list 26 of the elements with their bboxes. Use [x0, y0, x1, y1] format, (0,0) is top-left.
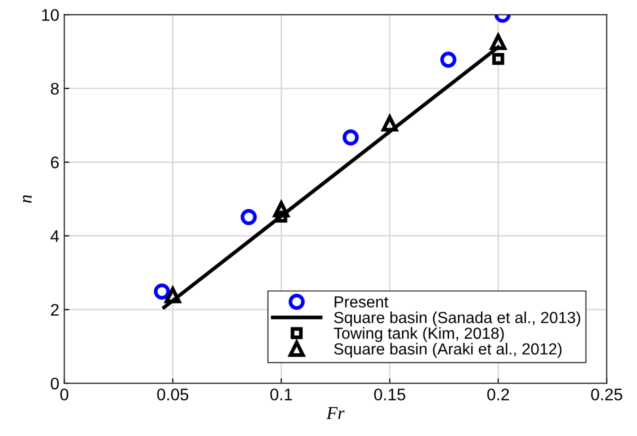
x-tick-label: 0 — [60, 388, 68, 400]
point — [154, 283, 170, 300]
y-tick-label: 8 — [50, 82, 59, 95]
y-tick-label: 2 — [51, 304, 59, 316]
x-tick-label: 0.05 — [157, 388, 188, 400]
point — [492, 52, 504, 65]
point — [490, 34, 506, 50]
y-axis-title: n — [22, 195, 32, 203]
point — [240, 209, 257, 226]
y-tick-label: 6 — [51, 156, 59, 168]
legend-label: Square basin (Araki et al., 2012) — [334, 342, 562, 358]
x-tick-label: 0.15 — [374, 388, 406, 400]
y-tick-label: 0 — [50, 378, 59, 390]
legend-label: Present — [334, 296, 388, 308]
y-tick-label: 4 — [50, 230, 59, 242]
point — [440, 52, 456, 68]
legend-label: Towing tank (Kim, 2018) — [334, 327, 504, 342]
point — [382, 115, 398, 132]
point — [342, 129, 359, 146]
point — [273, 201, 290, 218]
x-tick-label: 0.25 — [591, 388, 622, 400]
x-tick-label: 0.2 — [487, 388, 509, 400]
x-axis-title: Fr — [326, 407, 345, 420]
y-tick-label: 10 — [42, 9, 59, 21]
x-tick-label: 0.1 — [270, 388, 292, 400]
legend-label: Square basin (Sanada et al., 2013) — [334, 311, 580, 326]
